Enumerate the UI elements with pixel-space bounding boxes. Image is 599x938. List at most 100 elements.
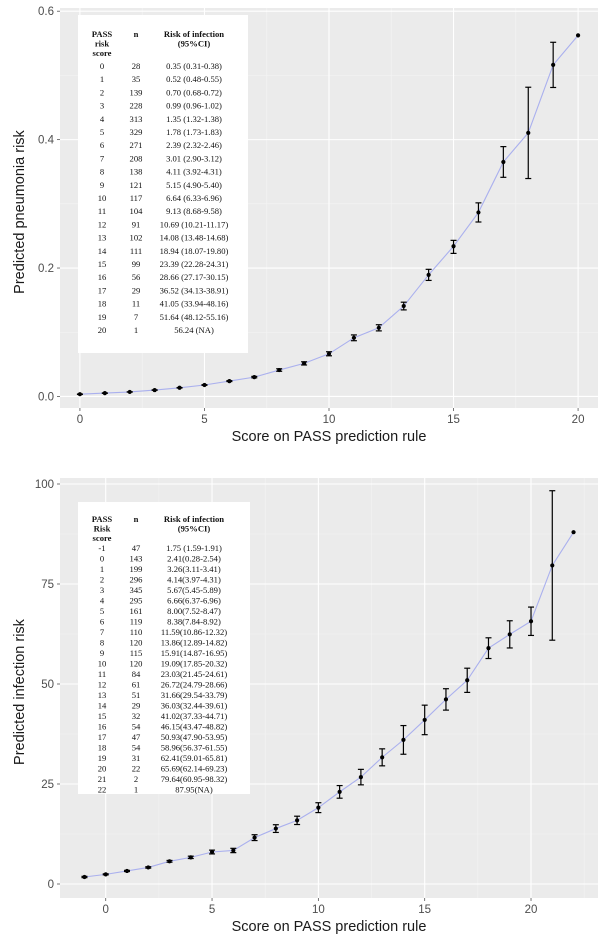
table-row: 8 138 4.11 (3.92-4.31): [100, 167, 222, 177]
table-cell: 21: [98, 774, 107, 784]
table-cell: 14: [98, 701, 107, 711]
x-tick-label: 0: [103, 904, 109, 916]
table-row: -1 47 1.75 (1.59-1.91): [98, 543, 222, 553]
table-row: 15 32 41.02(37.33-44.71): [98, 711, 228, 721]
table-cell: 138: [130, 167, 143, 177]
table-cell: 15.91(14.87-16.95): [161, 648, 228, 658]
table-cell: 23.39 (22.28-24.31): [160, 259, 229, 269]
table-header-cell: Risk of infection (95%CI): [164, 29, 224, 48]
y-tick-label: 0.0: [38, 391, 54, 403]
table-cell: 9: [100, 648, 104, 658]
table-cell: 119: [130, 617, 143, 627]
table-row: 2 296 4.14(3.97-4.31): [100, 575, 221, 585]
table-header-line: score: [93, 48, 112, 58]
table-cell: 120: [130, 638, 143, 648]
x-tick-label: 20: [572, 414, 585, 426]
table-cell: 7: [134, 312, 139, 322]
table-cell: 36.52 (34.13-38.91): [160, 285, 229, 295]
table-row: 10 120 19.09(17.85-20.32): [98, 659, 228, 669]
table-cell: 87.95(NA): [175, 785, 213, 795]
table-row: 0 143 2.41(0.28-2.54): [100, 554, 221, 564]
table-cell: 8: [100, 638, 104, 648]
table-row: 13 102 14.08 (13.48-14.68): [98, 233, 229, 243]
data-point: [443, 697, 449, 702]
table-cell: 295: [130, 596, 143, 606]
data-point: [551, 62, 556, 67]
data-point: [337, 789, 342, 794]
table-cell: 3: [100, 585, 104, 595]
table-cell: 23.03(21.45-24.61): [161, 669, 228, 679]
table-cell: 8.38(7.84-8.92): [167, 617, 221, 627]
table-cell: 19: [98, 312, 107, 322]
table-cell: 12: [98, 219, 107, 229]
table-cell: 10: [98, 193, 107, 203]
table-row: 6 271 2.39 (2.32-2.46): [100, 140, 222, 150]
table-cell: 46.15(43.47-48.82): [161, 722, 228, 732]
table-row: 8 120 13.86(12.89-14.82): [100, 638, 228, 648]
table-cell: 84: [132, 669, 141, 679]
table-cell: 143: [130, 554, 143, 564]
table-row: 14 29 36.03(32.44-39.61): [98, 701, 228, 711]
table-cell: 31.66(29.54-33.79): [161, 690, 228, 700]
risk-table: PASS Risk score n Risk of infection (95%CI) -1…: [78, 502, 250, 795]
x-tick-label: 20: [525, 904, 538, 916]
table-row: 11 104 9.13 (8.68-9.58): [98, 206, 222, 216]
table-cell: 110: [130, 627, 143, 637]
table-row: 4 313 1.35 (1.32-1.38): [100, 114, 222, 124]
table-cell: 4: [100, 596, 105, 606]
data-point: [301, 361, 307, 366]
table-header-line: PASS: [92, 29, 113, 39]
data-point: [273, 826, 278, 831]
data-point: [124, 868, 130, 874]
table-row: 18 11 41.05 (33.94-48.16): [98, 299, 229, 309]
data-point: [528, 619, 534, 624]
data-point: [401, 303, 406, 309]
table-row: 15 99 23.39 (22.28-24.31): [98, 259, 229, 269]
table-cell: 1: [100, 564, 104, 574]
table-cell: 22: [98, 785, 107, 795]
table-header-line: (95%CI): [178, 38, 211, 48]
table-row: 20 22 65.69(62.14-69.23): [98, 764, 228, 774]
table-cell: 1.78 (1.73-1.83): [166, 127, 222, 137]
table-cell: 115: [130, 648, 143, 658]
table-cell: 62.41(59.01-65.81): [161, 753, 228, 763]
table-row: 3 345 5.67(5.45-5.89): [100, 585, 221, 595]
table-cell: 1: [100, 74, 104, 84]
table-header-line: n: [134, 514, 139, 524]
fit-line: [84, 531, 575, 878]
table-cell: 2: [100, 575, 104, 585]
table-cell: 17: [98, 732, 107, 742]
table-cell: 228: [130, 101, 143, 111]
data-point: [167, 859, 172, 864]
table-cell: 4: [100, 114, 105, 124]
y-tick-label: 100: [35, 479, 54, 491]
data-point: [177, 385, 182, 390]
table-cell: 208: [130, 153, 143, 163]
table-cell: 4.11 (3.92-4.31): [166, 167, 222, 177]
data-point: [202, 382, 207, 388]
table-row: 20 1 56.24 (NA): [98, 325, 214, 335]
table-row: 6 119 8.38(7.84-8.92): [100, 617, 221, 627]
table-cell: 296: [130, 575, 144, 585]
table-cell: 20: [98, 764, 107, 774]
y-tick-label: 0.4: [38, 135, 55, 147]
table-cell: 9: [100, 180, 104, 190]
data-point: [451, 244, 456, 249]
table-cell: 2.41(0.28-2.54): [167, 554, 221, 564]
table-cell: 18.94 (18.07-19.80): [160, 246, 229, 256]
x-tick-label: 5: [209, 904, 215, 916]
table-cell: 2: [100, 87, 104, 97]
table-cell: 29: [132, 701, 141, 711]
x-tick-label: 10: [323, 414, 336, 426]
table-cell: 29: [132, 285, 141, 295]
table-header-line: n: [134, 29, 139, 39]
table-cell: 1: [134, 785, 138, 795]
table-cell: 56: [132, 272, 141, 282]
table-cell: 20: [98, 325, 107, 335]
data-point: [426, 272, 431, 277]
table-cell: 14.08 (13.48-14.68): [160, 233, 229, 243]
table-cell: 1.35 (1.32-1.38): [166, 114, 222, 124]
data-point: [476, 210, 481, 215]
data-point: [465, 678, 470, 683]
table-row: 0 28 0.35 (0.31-0.38): [100, 61, 222, 71]
